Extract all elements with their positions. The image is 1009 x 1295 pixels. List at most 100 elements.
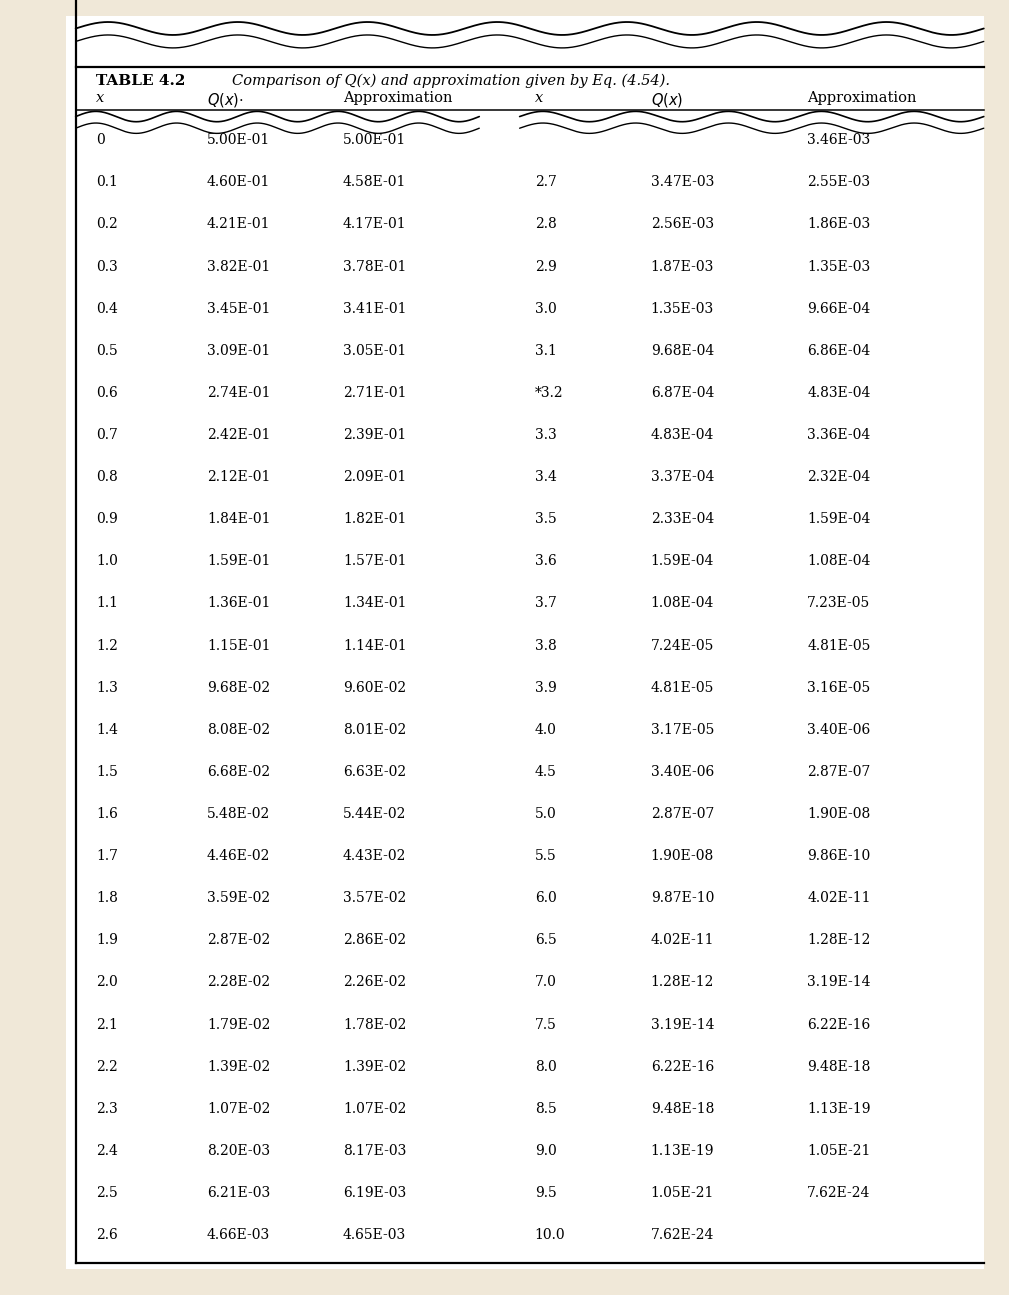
Text: 3.0: 3.0 xyxy=(535,302,557,316)
Text: 9.48E-18: 9.48E-18 xyxy=(651,1102,714,1116)
Text: 1.87E-03: 1.87E-03 xyxy=(651,259,714,273)
Text: 1.7: 1.7 xyxy=(96,850,118,862)
Text: 8.08E-02: 8.08E-02 xyxy=(207,723,270,737)
Text: 0.6: 0.6 xyxy=(96,386,118,400)
Text: 2.12E-01: 2.12E-01 xyxy=(207,470,270,484)
Text: 1.08E-04: 1.08E-04 xyxy=(807,554,871,569)
Text: 3.40E-06: 3.40E-06 xyxy=(651,765,714,778)
Text: 1.6: 1.6 xyxy=(96,807,118,821)
Text: 3.3: 3.3 xyxy=(535,427,557,442)
Text: 1.78E-02: 1.78E-02 xyxy=(343,1018,407,1032)
Text: 4.83E-04: 4.83E-04 xyxy=(807,386,871,400)
Text: 1.84E-01: 1.84E-01 xyxy=(207,513,270,526)
Text: 4.02E-11: 4.02E-11 xyxy=(807,891,871,905)
Text: 1.36E-01: 1.36E-01 xyxy=(207,597,270,610)
Text: 9.87E-10: 9.87E-10 xyxy=(651,891,714,905)
Text: 1.5: 1.5 xyxy=(96,765,118,778)
Text: 2.86E-02: 2.86E-02 xyxy=(343,934,407,948)
Text: 3.82E-01: 3.82E-01 xyxy=(207,259,270,273)
Text: 1.13E-19: 1.13E-19 xyxy=(807,1102,871,1116)
Text: 7.24E-05: 7.24E-05 xyxy=(651,638,714,653)
Text: 3.45E-01: 3.45E-01 xyxy=(207,302,270,316)
Text: 3.46E-03: 3.46E-03 xyxy=(807,133,871,148)
Text: 1.07E-02: 1.07E-02 xyxy=(343,1102,407,1116)
Text: x: x xyxy=(535,91,543,105)
Text: 7.0: 7.0 xyxy=(535,975,557,989)
Text: 4.43E-02: 4.43E-02 xyxy=(343,850,407,862)
Text: 5.00E-01: 5.00E-01 xyxy=(343,133,407,148)
Text: 2.87E-02: 2.87E-02 xyxy=(207,934,270,948)
Text: 7.62E-24: 7.62E-24 xyxy=(651,1228,714,1242)
Text: 1.3: 1.3 xyxy=(96,681,118,694)
Text: 8.20E-03: 8.20E-03 xyxy=(207,1143,270,1158)
Text: 7.5: 7.5 xyxy=(535,1018,557,1032)
Text: 3.37E-04: 3.37E-04 xyxy=(651,470,714,484)
Text: 8.01E-02: 8.01E-02 xyxy=(343,723,407,737)
Text: 3.41E-01: 3.41E-01 xyxy=(343,302,407,316)
Text: 9.5: 9.5 xyxy=(535,1186,557,1200)
Text: 2.5: 2.5 xyxy=(96,1186,118,1200)
Text: 6.63E-02: 6.63E-02 xyxy=(343,765,407,778)
Text: 0.4: 0.4 xyxy=(96,302,118,316)
Text: 6.19E-03: 6.19E-03 xyxy=(343,1186,407,1200)
Text: 2.7: 2.7 xyxy=(535,175,557,189)
Text: 6.5: 6.5 xyxy=(535,934,557,948)
Text: 3.9: 3.9 xyxy=(535,681,557,694)
Text: 2.3: 2.3 xyxy=(96,1102,118,1116)
Text: 0.9: 0.9 xyxy=(96,513,118,526)
Text: 2.42E-01: 2.42E-01 xyxy=(207,427,270,442)
Text: 0.5: 0.5 xyxy=(96,343,118,357)
Text: Comparison of Q(x) and approximation given by Eq. (4.54).: Comparison of Q(x) and approximation giv… xyxy=(232,74,670,88)
Text: 3.78E-01: 3.78E-01 xyxy=(343,259,407,273)
Text: 4.65E-03: 4.65E-03 xyxy=(343,1228,407,1242)
Text: 6.21E-03: 6.21E-03 xyxy=(207,1186,270,1200)
Text: 5.48E-02: 5.48E-02 xyxy=(207,807,270,821)
Text: 2.0: 2.0 xyxy=(96,975,118,989)
Text: 3.05E-01: 3.05E-01 xyxy=(343,343,407,357)
Text: 2.26E-02: 2.26E-02 xyxy=(343,975,407,989)
Text: 8.0: 8.0 xyxy=(535,1059,557,1074)
Text: 1.59E-01: 1.59E-01 xyxy=(207,554,270,569)
Text: 2.2: 2.2 xyxy=(96,1059,118,1074)
Text: 1.0: 1.0 xyxy=(96,554,118,569)
Text: 3.8: 3.8 xyxy=(535,638,557,653)
Text: 1.1: 1.1 xyxy=(96,597,118,610)
Text: 5.0: 5.0 xyxy=(535,807,557,821)
Text: $Q(x)$: $Q(x)$ xyxy=(651,91,683,109)
Text: 5.44E-02: 5.44E-02 xyxy=(343,807,407,821)
Text: 2.28E-02: 2.28E-02 xyxy=(207,975,270,989)
Text: 3.59E-02: 3.59E-02 xyxy=(207,891,270,905)
Text: TABLE 4.2: TABLE 4.2 xyxy=(96,74,186,88)
Text: 1.4: 1.4 xyxy=(96,723,118,737)
Text: 5.5: 5.5 xyxy=(535,850,557,862)
Text: 1.28E-12: 1.28E-12 xyxy=(807,934,871,948)
Text: 1.59E-04: 1.59E-04 xyxy=(807,513,871,526)
Text: 3.6: 3.6 xyxy=(535,554,557,569)
Text: 6.0: 6.0 xyxy=(535,891,557,905)
Text: 4.17E-01: 4.17E-01 xyxy=(343,218,407,232)
Text: 2.4: 2.4 xyxy=(96,1143,118,1158)
Text: 1.86E-03: 1.86E-03 xyxy=(807,218,871,232)
Text: 0.3: 0.3 xyxy=(96,259,118,273)
Text: 3.47E-03: 3.47E-03 xyxy=(651,175,714,189)
Text: 2.87E-07: 2.87E-07 xyxy=(807,765,871,778)
Text: 9.0: 9.0 xyxy=(535,1143,557,1158)
Text: 2.71E-01: 2.71E-01 xyxy=(343,386,407,400)
Text: 7.23E-05: 7.23E-05 xyxy=(807,597,871,610)
Text: 4.81E-05: 4.81E-05 xyxy=(807,638,871,653)
Text: 1.9: 1.9 xyxy=(96,934,118,948)
Text: 6.87E-04: 6.87E-04 xyxy=(651,386,714,400)
Text: 2.39E-01: 2.39E-01 xyxy=(343,427,407,442)
Text: 4.21E-01: 4.21E-01 xyxy=(207,218,270,232)
Text: 1.79E-02: 1.79E-02 xyxy=(207,1018,270,1032)
Text: 1.39E-02: 1.39E-02 xyxy=(207,1059,270,1074)
Text: 4.0: 4.0 xyxy=(535,723,557,737)
Text: 1.35E-03: 1.35E-03 xyxy=(651,302,714,316)
Text: 4.66E-03: 4.66E-03 xyxy=(207,1228,270,1242)
Text: 6.22E-16: 6.22E-16 xyxy=(807,1018,871,1032)
Text: 2.33E-04: 2.33E-04 xyxy=(651,513,714,526)
Text: 0.1: 0.1 xyxy=(96,175,118,189)
Text: 3.5: 3.5 xyxy=(535,513,557,526)
Text: 1.05E-21: 1.05E-21 xyxy=(807,1143,871,1158)
Text: 5.00E-01: 5.00E-01 xyxy=(207,133,270,148)
